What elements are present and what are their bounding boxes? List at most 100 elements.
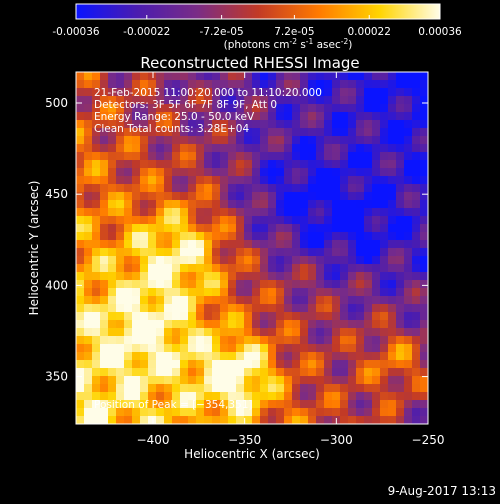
heatmap-cell: [356, 104, 365, 113]
heatmap-cell: [244, 152, 253, 161]
heatmap-cell: [84, 408, 93, 417]
heatmap-cell: [116, 288, 125, 297]
heatmap-cell: [348, 152, 357, 161]
colorbar-tick-label: 0.00036: [418, 26, 462, 38]
heatmap-cell: [348, 296, 357, 305]
heatmap-cell: [332, 96, 341, 105]
heatmap-cell: [380, 272, 389, 281]
heatmap-cell: [364, 320, 373, 329]
heatmap-cell: [316, 152, 325, 161]
heatmap-cell: [252, 144, 261, 153]
heatmap-cell: [420, 312, 428, 321]
heatmap-cell: [188, 88, 197, 97]
heatmap-cell: [252, 88, 261, 97]
heatmap-cell: [380, 136, 389, 145]
heatmap-cell: [220, 408, 229, 417]
heatmap-cell: [76, 248, 85, 257]
heatmap-cell: [84, 88, 93, 97]
heatmap-cell: [308, 272, 317, 281]
heatmap-cell: [348, 120, 357, 129]
heatmap-cell: [420, 368, 428, 377]
heatmap-cell: [132, 184, 141, 193]
heatmap-cell: [244, 160, 253, 169]
heatmap-cell: [420, 136, 428, 145]
heatmap-cell: [76, 408, 85, 417]
heatmap-cell: [108, 72, 117, 81]
heatmap-cell: [404, 112, 413, 121]
heatmap-cell: [380, 248, 389, 257]
heatmap-cell: [308, 384, 317, 393]
heatmap-cell: [164, 272, 173, 281]
heatmap-cell: [396, 328, 405, 337]
heatmap-cell: [92, 152, 101, 161]
heatmap-cell: [332, 160, 341, 169]
x-axis-title: Heliocentric X (arcsec): [184, 447, 320, 461]
heatmap-cell: [140, 264, 149, 273]
heatmap-cell: [364, 256, 373, 265]
heatmap-cell: [316, 104, 325, 113]
heatmap-cell: [188, 152, 197, 161]
heatmap-cell: [212, 80, 221, 89]
heatmap-cell: [164, 312, 173, 321]
heatmap-cell: [244, 368, 253, 377]
heatmap-cell: [284, 208, 293, 217]
heatmap-cell: [236, 304, 245, 313]
heatmap-cell: [180, 192, 189, 201]
heatmap-cell: [356, 376, 365, 385]
heatmap-cell: [372, 408, 381, 417]
heatmap-cell: [340, 176, 349, 185]
heatmap-cell: [124, 280, 133, 289]
heatmap-cell: [180, 168, 189, 177]
colorbar-tick-labels: -0.00036 -0.00022 -7.2e-05 7.2e-05 0.00022 0.…: [52, 26, 462, 38]
heatmap-cell: [324, 232, 333, 241]
heatmap-cell: [244, 328, 253, 337]
heatmap-cell: [276, 104, 285, 113]
heatmap-cell: [124, 296, 133, 305]
heatmap-cell: [364, 400, 373, 409]
heatmap-cell: [76, 416, 85, 424]
heatmap-cell: [236, 280, 245, 289]
heatmap-cell: [332, 248, 341, 257]
heatmap-cell: [108, 416, 117, 424]
heatmap-cell: [172, 392, 181, 401]
heatmap-cell: [300, 400, 309, 409]
heatmap-cell: [140, 88, 149, 97]
heatmap-cell: [380, 328, 389, 337]
heatmap-cell: [220, 288, 229, 297]
heatmap-cell: [300, 264, 309, 273]
heatmap-cell: [124, 232, 133, 241]
heatmap-cell: [348, 256, 357, 265]
heatmap-cell: [324, 224, 333, 233]
heatmap-cell: [388, 312, 397, 321]
heatmap-cell: [132, 296, 141, 305]
heatmap-cell: [108, 280, 117, 289]
heatmap-cell: [364, 152, 373, 161]
heatmap-cell: [236, 264, 245, 273]
heatmap-cell: [124, 136, 133, 145]
heatmap-cell: [100, 400, 109, 409]
heatmap-cell: [260, 272, 269, 281]
heatmap-cell: [340, 320, 349, 329]
heatmap-cell: [412, 248, 421, 257]
heatmap-cell: [324, 408, 333, 417]
heatmap-cell: [372, 144, 381, 153]
heatmap-cell: [348, 112, 357, 121]
heatmap-cell: [348, 136, 357, 145]
heatmap-cell: [212, 184, 221, 193]
heatmap-cell: [404, 168, 413, 177]
heatmap-cell: [236, 136, 245, 145]
heatmap-cell: [324, 160, 333, 169]
heatmap-cell: [132, 312, 141, 321]
heatmap-cell: [404, 152, 413, 161]
heatmap-cell: [92, 128, 101, 137]
heatmap-cell: [276, 184, 285, 193]
heatmap-cell: [404, 200, 413, 209]
heatmap-cell: [212, 264, 221, 273]
heatmap-cell: [308, 264, 317, 273]
heatmap-cell: [340, 144, 349, 153]
heatmap-cell: [292, 352, 301, 361]
heatmap-cell: [236, 288, 245, 297]
heatmap-cell: [188, 144, 197, 153]
heatmap-cell: [204, 320, 213, 329]
heatmap-cell: [396, 400, 405, 409]
